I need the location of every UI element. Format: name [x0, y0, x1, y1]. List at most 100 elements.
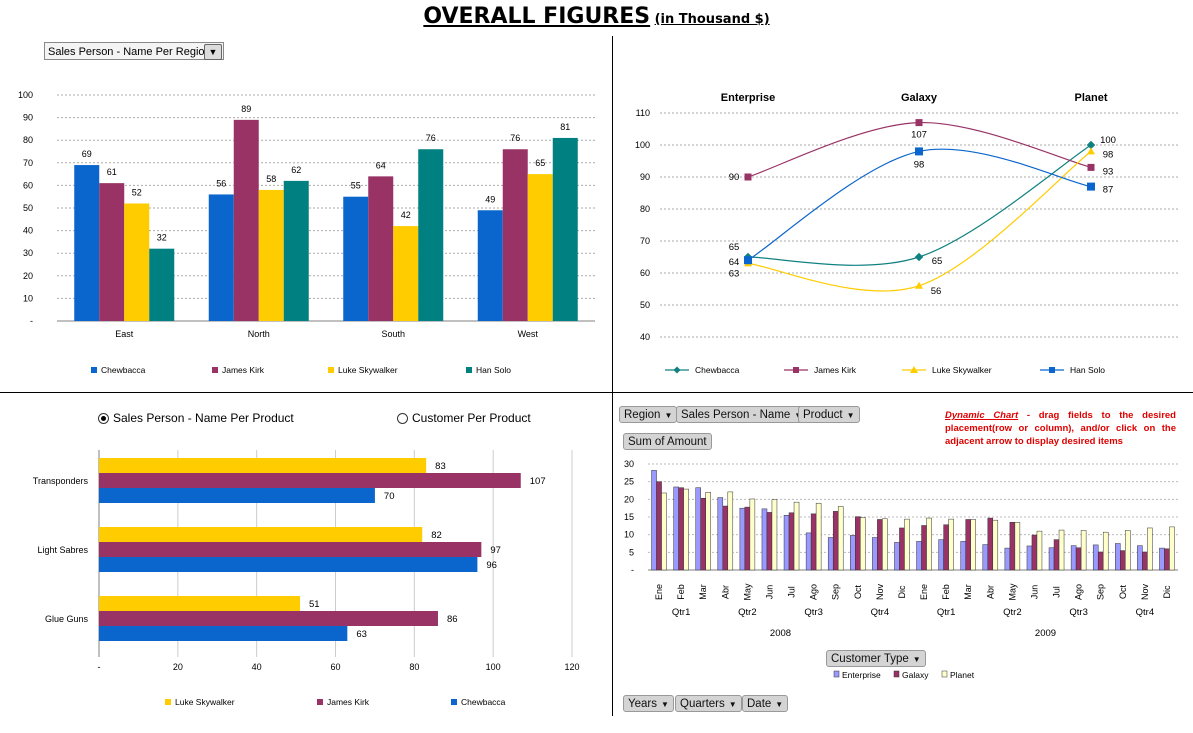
year-label: 2008: [770, 628, 791, 639]
y-tick-label: 70: [640, 236, 650, 246]
field-region-button[interactable]: Region ▼: [619, 406, 678, 423]
bar: [1169, 526, 1175, 571]
chevron-down-icon: ▼: [728, 700, 737, 709]
legend-swatch: [212, 367, 218, 373]
legend-label: Planet: [950, 670, 975, 680]
line-marker: [915, 119, 923, 127]
field-quarters-button[interactable]: Quarters ▼: [675, 695, 742, 712]
month-label: Ene: [919, 584, 929, 600]
bar: [1026, 545, 1033, 571]
bar: [99, 183, 125, 321]
point-data-label: 87: [1103, 185, 1114, 196]
bar: [894, 542, 900, 571]
bar: [960, 541, 966, 571]
bar: [99, 596, 301, 611]
bar: [970, 519, 976, 571]
bar: [99, 488, 375, 503]
field-customer-type-button[interactable]: Customer Type ▼: [826, 650, 926, 667]
month-label: Feb: [941, 584, 951, 600]
bar: [673, 486, 679, 571]
chevron-down-icon[interactable]: ▼: [204, 44, 222, 60]
month-label: Ago: [809, 584, 819, 600]
bar-data-label: 49: [485, 194, 495, 204]
bar: [793, 501, 800, 571]
point-data-label: 93: [1103, 166, 1114, 177]
bar: [1159, 547, 1165, 571]
bar-data-label: 51: [309, 599, 320, 610]
y-tick-label: 5: [629, 547, 634, 557]
y-tick-label: 40: [640, 332, 650, 342]
bar: [1102, 531, 1109, 571]
legend-label: James Kirk: [327, 697, 370, 707]
legend-swatch: [466, 367, 472, 373]
x-tick-label: 100: [486, 662, 501, 672]
radio-customer-product[interactable]: Customer Per Product: [397, 411, 531, 425]
radio-selected-icon[interactable]: [98, 412, 109, 424]
point-data-label: 64: [729, 257, 740, 268]
line-marker: [744, 256, 752, 265]
bar: [810, 513, 817, 571]
field-region-label: Region: [624, 409, 661, 421]
month-label: Jun: [1029, 585, 1039, 600]
bar: [343, 196, 369, 321]
field-years-button[interactable]: Years ▼: [623, 695, 674, 712]
point-data-label: 100: [1100, 135, 1116, 146]
region-chart-dropdown[interactable]: Sales Person - Name Per Region ▼: [44, 42, 224, 60]
month-label: Sep: [1096, 584, 1106, 600]
quarter-label: Qtr3: [1069, 607, 1087, 618]
bar: [832, 511, 839, 571]
bar: [1097, 551, 1104, 571]
legend-label: Han Solo: [476, 365, 511, 375]
line-marker: [915, 147, 923, 156]
y-tick-label: 70: [23, 158, 33, 168]
bar: [1014, 522, 1021, 571]
sum-of-amount-button[interactable]: Sum of Amount: [623, 433, 712, 450]
bar: [393, 226, 419, 321]
legend-label: Han Solo: [1070, 365, 1105, 375]
field-date-button[interactable]: Date ▼: [742, 695, 789, 712]
point-data-label: 65: [729, 242, 740, 253]
radio-customer-product-label: Customer Per Product: [412, 411, 531, 425]
bar: [1070, 545, 1077, 571]
bar: [727, 491, 734, 571]
y-tick-label: 80: [640, 204, 650, 214]
bar: [1031, 534, 1038, 571]
month-label: Nov: [875, 584, 885, 601]
bar-data-label: 52: [132, 187, 142, 197]
month-label: Jun: [764, 585, 774, 600]
bar-data-label: 70: [384, 491, 395, 502]
bar-data-label: 64: [376, 160, 386, 170]
bar: [1115, 543, 1121, 571]
y-tick-label: 80: [23, 135, 33, 145]
legend-swatch: [451, 699, 457, 705]
y-tick-label: 40: [23, 226, 33, 236]
month-label: Mar: [698, 584, 708, 600]
bar: [766, 512, 773, 571]
field-product-button[interactable]: Product ▼: [798, 406, 860, 423]
bar-data-label: 69: [82, 149, 92, 159]
legend-swatch: [328, 367, 334, 373]
quarter-label: Qtr1: [937, 607, 955, 618]
x-tick-label: West: [518, 329, 539, 339]
bar: [678, 487, 684, 571]
y-tick-label: 20: [23, 271, 33, 281]
radio-unselected-icon[interactable]: [397, 412, 408, 424]
radio-salesperson-product[interactable]: Sales Person - Name Per Product: [98, 411, 294, 425]
bar: [705, 492, 711, 571]
bar: [1058, 529, 1065, 571]
month-label: Feb: [676, 584, 686, 600]
quarter-label: Qtr4: [871, 607, 889, 618]
bar: [208, 194, 234, 321]
legend-label: Galaxy: [902, 670, 929, 680]
bar: [992, 519, 999, 571]
field-quarters-label: Quarters: [680, 698, 725, 710]
field-years-label: Years: [628, 698, 657, 710]
bar: [943, 524, 949, 571]
quarter-label: Qtr1: [672, 607, 690, 618]
y-tick-label: 30: [624, 459, 634, 469]
bar: [99, 458, 427, 473]
x-tick-label: South: [381, 329, 405, 339]
bar-data-label: 62: [291, 165, 301, 175]
legend-label: Chewbacca: [461, 697, 506, 707]
vertical-divider: [612, 36, 613, 716]
